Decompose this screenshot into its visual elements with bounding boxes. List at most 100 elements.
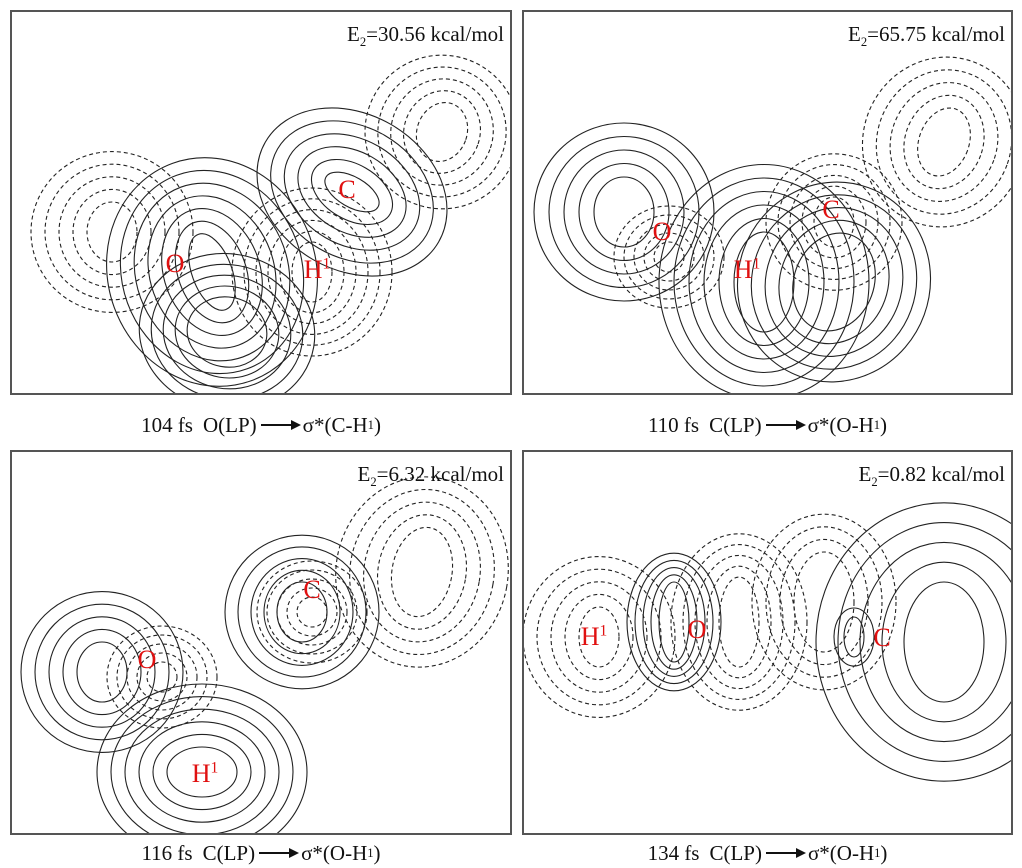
energy-symbol: E bbox=[347, 22, 360, 46]
caption-time: 134 fs bbox=[647, 840, 700, 865]
contour-line bbox=[658, 163, 870, 393]
contour-line bbox=[146, 661, 178, 693]
contour-line bbox=[136, 652, 188, 702]
contour-line bbox=[843, 616, 865, 658]
contour-line bbox=[270, 120, 434, 264]
contour-line bbox=[364, 54, 510, 210]
contour-line bbox=[276, 578, 348, 646]
contour-line bbox=[291, 241, 333, 303]
caption-superscript: 1 bbox=[367, 417, 374, 432]
atom-symbol: O bbox=[137, 645, 157, 674]
panel: E2=0.82 kcal/mol H1 O C bbox=[522, 450, 1013, 835]
contour-line bbox=[147, 195, 277, 349]
contour-line bbox=[736, 181, 932, 383]
atom-symbol: H bbox=[191, 759, 211, 788]
contour-plot bbox=[20, 476, 509, 833]
contour-line bbox=[376, 514, 468, 630]
contour-line bbox=[789, 174, 879, 270]
arrow-head bbox=[289, 848, 300, 858]
atom-symbol: H bbox=[733, 255, 753, 284]
atom-superscript: 1 bbox=[210, 759, 219, 777]
energy-subscript: 2 bbox=[871, 475, 878, 490]
contour-line bbox=[778, 219, 890, 345]
contour-line bbox=[166, 746, 238, 798]
contour-plot bbox=[30, 54, 510, 393]
contour-line bbox=[296, 596, 328, 628]
caption-time: 104 fs bbox=[141, 412, 193, 437]
contour-line bbox=[718, 576, 760, 668]
atom-label: O bbox=[166, 249, 185, 279]
contour-line bbox=[626, 552, 722, 692]
contour-line bbox=[34, 603, 170, 741]
contour-line bbox=[765, 153, 903, 291]
energy-label: E2=6.32 kcal/mol bbox=[358, 462, 504, 490]
contour-line bbox=[390, 78, 494, 186]
contour-line bbox=[349, 488, 495, 656]
contour-line bbox=[792, 232, 876, 332]
contour-line bbox=[310, 158, 394, 226]
contour-line bbox=[889, 82, 999, 202]
contour-line bbox=[152, 733, 252, 811]
contour-line bbox=[267, 219, 357, 325]
caption-close: ) bbox=[373, 412, 381, 437]
contour-line bbox=[250, 558, 354, 666]
caption-time: 116 fs bbox=[141, 840, 193, 865]
atom-symbol: O bbox=[165, 249, 185, 278]
contour-plot bbox=[533, 56, 1011, 393]
contour-line bbox=[777, 164, 891, 280]
energy-symbol: E bbox=[858, 462, 872, 486]
contour-line bbox=[133, 182, 291, 362]
atom-label: H1 bbox=[581, 622, 608, 652]
caption-acceptor: σ*(O-H bbox=[807, 840, 875, 865]
arrow bbox=[765, 420, 806, 430]
caption-close: ) bbox=[880, 412, 888, 437]
caption-donor: C(LP) bbox=[709, 412, 762, 437]
atom-label: O bbox=[653, 217, 672, 247]
contour-line bbox=[138, 252, 316, 393]
caption: 116 fs C(LP) σ*(O-H 1) bbox=[10, 838, 512, 868]
contour-line bbox=[694, 554, 784, 690]
contour-line bbox=[255, 209, 369, 335]
contour-line bbox=[801, 185, 867, 259]
caption: 134 fs C(LP) σ*(O-H 1) bbox=[522, 838, 1013, 868]
energy-subscript: 2 bbox=[860, 35, 868, 50]
energy-subscript: 2 bbox=[359, 35, 367, 50]
contour-line bbox=[256, 560, 368, 664]
contour-line bbox=[110, 696, 294, 833]
contour-line bbox=[751, 513, 897, 691]
contour-line bbox=[859, 541, 1011, 743]
energy-symbol: E bbox=[357, 462, 371, 486]
caption-superscript: 1 bbox=[874, 845, 881, 860]
contour-line bbox=[415, 101, 469, 163]
contour-line bbox=[633, 223, 705, 291]
contour-line bbox=[779, 538, 869, 666]
contour-line bbox=[58, 176, 166, 288]
energy-label: E2=65.75 kcal/mol bbox=[848, 22, 1005, 50]
contour-line bbox=[634, 559, 714, 685]
contour-line bbox=[363, 501, 481, 643]
contour-line bbox=[256, 107, 448, 277]
energy-symbol: E bbox=[848, 22, 861, 46]
caption-superscript: 1 bbox=[367, 845, 374, 860]
contour-line bbox=[642, 567, 706, 677]
contour-line bbox=[335, 476, 509, 668]
energy-value: =0.82 kcal/mol bbox=[877, 462, 1005, 486]
contour-line bbox=[837, 522, 1011, 762]
contour-line bbox=[174, 285, 280, 379]
contour-line bbox=[917, 107, 971, 177]
contour-line bbox=[718, 217, 810, 347]
caption-acceptor: σ*(C-H bbox=[302, 412, 368, 437]
contour-line bbox=[653, 241, 685, 273]
caption-acceptor: σ*(O-H bbox=[301, 840, 368, 865]
contour-line bbox=[119, 169, 305, 375]
caption: 104 fs O(LP) σ*(C-H 1) bbox=[10, 410, 512, 440]
contour-line bbox=[750, 194, 918, 370]
contour-line bbox=[162, 274, 292, 390]
atom-symbol: O bbox=[687, 615, 707, 644]
contour-line bbox=[224, 534, 380, 690]
contour-line bbox=[106, 625, 218, 729]
atom-symbol: C bbox=[822, 195, 840, 224]
atom-label: C bbox=[303, 575, 320, 605]
atom-label: H1 bbox=[734, 255, 761, 285]
